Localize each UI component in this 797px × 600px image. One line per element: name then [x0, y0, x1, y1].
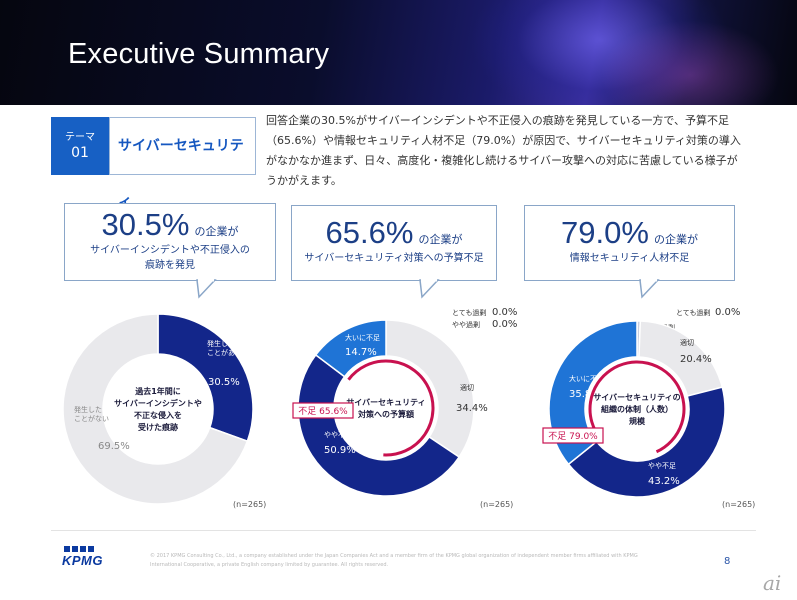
callout-2-suffix: の企業が: [418, 233, 463, 246]
header-glow: [470, 0, 730, 105]
donut-2-slice-5-value: 14.7%: [345, 347, 377, 358]
donut-1-center-label: 過去1年間にサイバーインシデントや不正な侵入を受けた痕跡: [114, 386, 202, 432]
donut-2-shortage-tag: [292, 402, 354, 419]
callout-3-line1: 情報セキュリティ人材不足: [569, 253, 690, 264]
donut-2-slice-3-label: 適切: [460, 383, 474, 392]
donut-3-slice-5-value: 35.8%: [569, 389, 601, 400]
donut-3-slice-5-label: 大いに不足: [569, 374, 604, 383]
donut-1-slice-1-value: 30.5%: [208, 377, 240, 388]
donut-1-slice-2-value: 69.5%: [98, 441, 130, 452]
donut-2-center-label: サイバーセキュリティ対策への予算額: [346, 398, 425, 419]
donut-3-slice-1-value: 0.0%: [715, 307, 740, 318]
donut-2-slice-1-label: とても過剰: [452, 308, 486, 317]
callout-1-suffix: の企業が: [194, 225, 239, 238]
callout-3-suffix: の企業が: [654, 233, 698, 246]
donut-3-slice-4-label: やや不足: [648, 462, 676, 470]
donut-2-slice-4-label: やや不足: [324, 431, 352, 439]
callout-2-tail: [419, 279, 440, 299]
donut-2-slice-3-value: 34.4%: [456, 403, 488, 414]
donut-2-slice-1-value: 0.0%: [492, 307, 517, 318]
donut-3-slice-4: [567, 386, 726, 498]
donut-3-slice-3-label: 適切: [680, 338, 694, 347]
theme-number-box: テーマ 01: [51, 117, 109, 175]
donut-3-slice-1-label: とても過剰: [676, 308, 710, 317]
donut-3-shortage-ring: [588, 360, 686, 454]
donut-1-slice-1: [157, 313, 254, 443]
kpmg-logo: KPMG: [62, 553, 103, 568]
header-banner: Executive Summary: [0, 0, 797, 105]
donut-3-slice-4-value: 43.2%: [648, 476, 680, 487]
kpmg-logo-mark: [64, 546, 94, 552]
donut-2-slice-5: [314, 319, 387, 378]
summary-text: 回答企業の30.5%がサイバーインシデントや不正侵入の痕跡を発見している一方で、…: [266, 114, 741, 187]
callout-3-tail: [639, 279, 660, 299]
donut-1-slice-1-label: 発生したことがある: [207, 339, 242, 357]
donut-2-slice-3: [385, 319, 475, 459]
n-label-chart-3: (n=265): [722, 500, 756, 509]
callout-3-value: 79.0%: [561, 215, 649, 250]
callout-2: 65.6% の企業が サイバーセキュリティ対策への予算不足: [291, 205, 497, 281]
callout-1-tail: [196, 279, 217, 299]
header-glow-secondary: [600, 20, 780, 105]
donut-3-shortage-tag-text: 不足 79.0%: [548, 431, 598, 442]
theme-number: 01: [71, 145, 89, 161]
watermark-logo: ai: [763, 571, 782, 595]
donut-2-slice-2-value: 0.0%: [492, 319, 517, 330]
donut-3-center-label: サイバーセキュリティの組織の体制（人数）規模: [593, 393, 680, 426]
page-title: Executive Summary: [68, 38, 330, 70]
callout-2-line1: サイバーセキュリティ対策への予算不足: [304, 253, 484, 264]
callout-1-line1: サイバーインシデントや不正侵入の: [90, 245, 250, 256]
donut-3-slice-3-value: 20.4%: [680, 354, 712, 365]
donut-2-slice-2-label: やや過剰: [452, 320, 480, 329]
page-number: 8: [724, 556, 731, 567]
donut-3-shortage-tag: [542, 427, 604, 444]
donut-2-slice-5-label: 大いに不足: [345, 333, 380, 342]
callout-1-value: 30.5%: [101, 207, 190, 242]
donut-2-slice-4-value: 50.9%: [324, 445, 356, 456]
donut-1-slice-2-label: 発生したことがない: [74, 405, 109, 423]
donut-2-shortage-tag-text: 不足 65.6%: [298, 406, 348, 417]
footer-divider: [51, 530, 756, 531]
donut-2-slice-4: [297, 353, 461, 497]
callout-2-value: 65.6%: [325, 215, 414, 250]
n-label-chart-2: (n=265): [480, 500, 514, 509]
theme-label: テーマ: [65, 132, 95, 143]
callout-1: 30.5% の企業が サイバーインシデントや不正侵入の 痕跡を発見: [64, 203, 276, 281]
donut-1-slice-2: [62, 313, 249, 505]
n-label-chart-1: (n=265): [233, 500, 267, 509]
donut-2-shortage-ring: [347, 359, 435, 457]
callout-3: 79.0% の企業が 情報セキュリティ人材不足: [524, 205, 735, 281]
legal-text: © 2017 KPMG Consulting Co., Ltd., a comp…: [150, 553, 638, 568]
callout-1-line2: 痕跡を発見: [145, 260, 195, 271]
